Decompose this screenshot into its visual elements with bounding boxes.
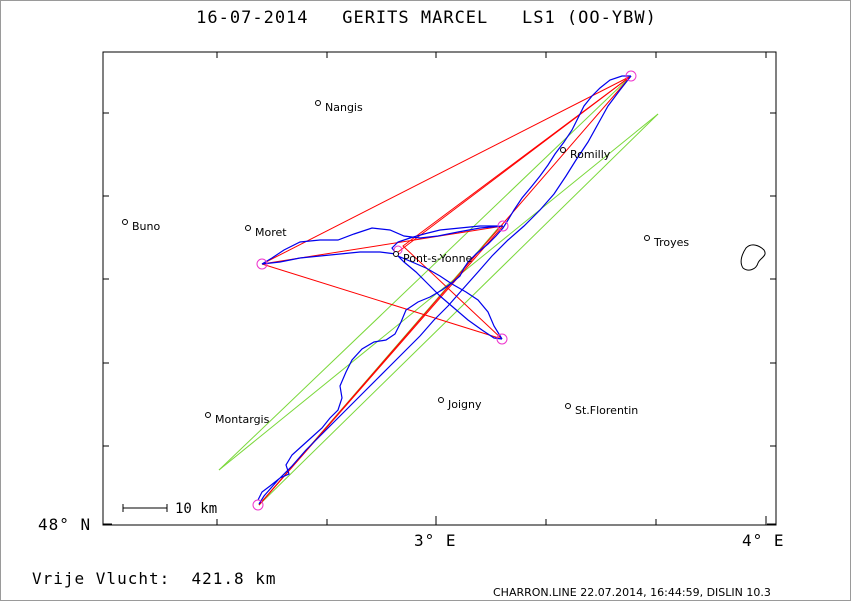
flight-distance: Vrije Vlucht: 421.8 km <box>32 571 277 587</box>
longitude-label-4e: 4° E <box>742 531 785 550</box>
flight-distance-value: 421.8 km <box>191 569 277 588</box>
top-ticks <box>216 52 767 58</box>
town-label-romilly: Romilly <box>570 148 611 161</box>
town-markers: Nangis Romilly Buno Moret Troyes Pont-s-… <box>122 100 689 426</box>
town-label-nangis: Nangis <box>325 101 363 114</box>
turnpoint-marker <box>625 70 637 82</box>
flight-label: Vrije Vlucht: <box>32 569 171 588</box>
page-title: 16-07-2014 GERITS MARCEL LS1 (OO-YBW) <box>196 8 657 28</box>
scale-bar <box>122 504 168 512</box>
credit-line: CHARRON.LINE 22.07.2014, 16:44:59, DISLI… <box>493 586 771 599</box>
longitude-label-3e: 3° E <box>414 531 457 550</box>
town-label-joigny: Joigny <box>447 398 482 411</box>
gps-track <box>257 75 632 505</box>
town-label-montargis: Montargis <box>215 413 270 426</box>
map-border <box>102 51 777 526</box>
bottom-ticks <box>216 516 767 525</box>
left-ticks <box>103 112 112 525</box>
town-label-st-florentin: St.Florentin <box>575 404 638 417</box>
turnpoint-marker <box>256 258 268 270</box>
town-label-pont-s-yonne: Pont-s-Yonne <box>403 252 473 265</box>
latitude-label: 48° N <box>38 515 92 534</box>
town-label-troyes: Troyes <box>653 236 689 249</box>
turnpoint-marker <box>496 333 508 345</box>
free-flight-lines <box>218 75 659 506</box>
turnpoint-marker <box>497 220 509 232</box>
scale-bar-label: 10 km <box>175 501 217 517</box>
town-label-moret: Moret <box>255 226 287 239</box>
right-ticks <box>767 112 776 525</box>
turnpoint-marker <box>252 499 264 511</box>
lake-outline <box>740 244 766 271</box>
town-label-buno: Buno <box>132 220 160 233</box>
